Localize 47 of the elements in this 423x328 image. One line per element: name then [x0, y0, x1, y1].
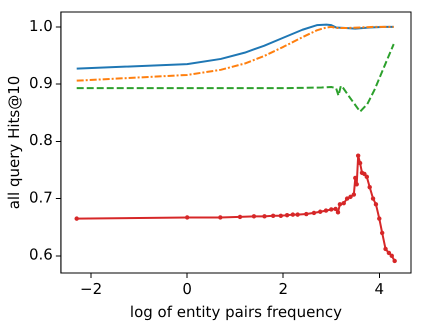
point	[218, 215, 223, 220]
point	[74, 216, 79, 221]
point	[284, 212, 290, 218]
point	[295, 212, 300, 217]
point	[238, 214, 242, 220]
point	[370, 196, 376, 201]
point	[312, 210, 316, 216]
point	[318, 210, 322, 214]
point	[380, 230, 384, 236]
y-tick-label: 0.7	[28, 188, 53, 206]
point	[329, 207, 334, 212]
y-tick-label: 0.6	[28, 246, 53, 264]
x-tick-label: 2	[278, 280, 288, 298]
point	[364, 174, 370, 180]
point	[390, 254, 394, 258]
line-series	[76, 26, 395, 82]
x-tick-label: 4	[374, 280, 384, 298]
x-tick-label: −2	[80, 280, 102, 298]
point	[386, 250, 392, 256]
point	[338, 202, 342, 207]
point	[352, 192, 356, 197]
point	[270, 214, 276, 218]
point	[184, 215, 190, 220]
point	[348, 194, 353, 200]
x-tick-label: 0	[182, 280, 192, 298]
y-axis-title: all query Hits@10	[4, 76, 23, 210]
point	[356, 153, 360, 158]
point	[262, 214, 267, 219]
point	[290, 212, 296, 217]
point	[392, 258, 397, 264]
point	[324, 208, 328, 213]
point	[383, 246, 388, 252]
x-axis-title: log of entity pairs frequency	[130, 302, 342, 321]
point	[278, 214, 284, 218]
point	[377, 216, 382, 221]
point	[344, 196, 350, 201]
point	[367, 184, 372, 190]
point	[333, 206, 338, 212]
point	[252, 214, 256, 219]
point	[336, 210, 340, 215]
line-series	[76, 43, 395, 113]
point	[374, 202, 378, 207]
y-tick-label: 0.9	[28, 74, 53, 92]
y-tick-label: 1.0	[28, 16, 53, 35]
point	[342, 200, 346, 206]
y-tick-label: 0.8	[28, 131, 53, 150]
point	[304, 212, 308, 216]
